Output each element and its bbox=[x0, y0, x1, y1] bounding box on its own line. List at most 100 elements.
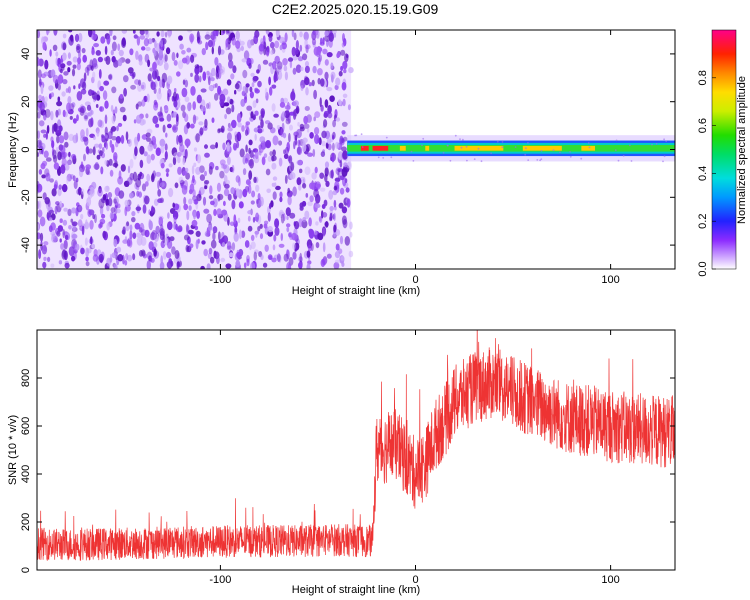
noise-dot bbox=[244, 129, 249, 137]
noise-dot bbox=[172, 202, 175, 208]
noise-dot bbox=[206, 213, 213, 223]
noise-dot bbox=[155, 123, 160, 128]
noise-dot bbox=[208, 101, 211, 110]
noise-dot bbox=[176, 135, 179, 145]
signal-speck bbox=[569, 151, 571, 153]
noise-dot bbox=[298, 262, 303, 269]
noise-dot bbox=[245, 179, 251, 186]
noise-dot bbox=[348, 250, 354, 258]
noise-dot bbox=[37, 223, 40, 231]
signal-speck bbox=[385, 136, 388, 139]
noise-dot bbox=[106, 35, 111, 45]
noise-dot bbox=[325, 142, 329, 149]
noise-dot bbox=[304, 61, 310, 67]
noise-dot bbox=[53, 162, 60, 170]
noise-dot bbox=[133, 119, 137, 124]
noise-dot bbox=[125, 253, 129, 261]
noise-dot bbox=[93, 43, 99, 48]
noise-dot bbox=[174, 182, 179, 189]
noise-dot bbox=[93, 163, 100, 170]
noise-dot bbox=[249, 86, 253, 93]
noise-dot bbox=[85, 164, 92, 170]
noise-dot bbox=[273, 74, 279, 82]
noise-dot bbox=[322, 37, 325, 45]
noise-dot bbox=[265, 140, 272, 149]
noise-dot bbox=[329, 95, 335, 102]
noise-dot bbox=[172, 126, 177, 131]
noise-dot bbox=[65, 88, 69, 93]
y-tick-label: 200 bbox=[20, 513, 32, 531]
noise-dot bbox=[299, 252, 303, 262]
noise-dot bbox=[175, 223, 178, 231]
noise-dot bbox=[305, 87, 309, 96]
noise-dot bbox=[286, 215, 289, 221]
signal-speck bbox=[665, 140, 668, 143]
noise-dot bbox=[166, 113, 172, 122]
noise-dot bbox=[341, 167, 348, 177]
noise-dot bbox=[106, 257, 111, 267]
noise-dot bbox=[160, 162, 165, 169]
noise-dot bbox=[243, 262, 247, 269]
noise-dot bbox=[96, 154, 101, 160]
noise-dot bbox=[214, 57, 219, 66]
noise-dot bbox=[299, 168, 303, 174]
signal-speck bbox=[525, 147, 527, 150]
noise-dot bbox=[135, 103, 139, 110]
noise-dot bbox=[213, 208, 217, 217]
noise-dot bbox=[186, 210, 190, 221]
noise-dot bbox=[85, 127, 89, 137]
noise-dot bbox=[189, 183, 195, 193]
noise-dot bbox=[63, 207, 68, 212]
noise-dot bbox=[153, 49, 157, 57]
noise-dot bbox=[159, 117, 165, 122]
noise-dot bbox=[295, 40, 299, 50]
noise-dot bbox=[280, 213, 285, 224]
noise-dot bbox=[334, 84, 339, 91]
noise-dot bbox=[45, 131, 48, 140]
noise-dot bbox=[157, 189, 162, 197]
noise-dot bbox=[294, 47, 299, 55]
noise-dot bbox=[304, 166, 311, 175]
noise-dot bbox=[223, 200, 226, 207]
noise-dot bbox=[258, 115, 263, 121]
noise-dot bbox=[62, 109, 66, 118]
noise-dot bbox=[328, 189, 334, 200]
noise-dot bbox=[236, 140, 240, 149]
noise-dot bbox=[340, 256, 345, 261]
noise-dot bbox=[38, 249, 42, 259]
noise-dot bbox=[146, 137, 151, 142]
noise-dot bbox=[342, 150, 348, 160]
noise-dot bbox=[106, 222, 110, 231]
noise-dot bbox=[243, 50, 250, 61]
noise-dot bbox=[257, 193, 261, 201]
signal-speck bbox=[473, 158, 476, 161]
noise-dot bbox=[258, 146, 264, 153]
noise-dot bbox=[219, 66, 226, 75]
noise-dot bbox=[176, 100, 181, 109]
noise-dot bbox=[146, 154, 152, 164]
noise-dot bbox=[332, 190, 338, 196]
noise-dot bbox=[196, 210, 201, 219]
noise-dot bbox=[67, 159, 72, 166]
spectrogram-heatmap bbox=[37, 30, 675, 269]
noise-dot bbox=[131, 217, 136, 223]
noise-dot bbox=[101, 135, 106, 143]
noise-dot bbox=[284, 146, 290, 155]
noise-dot bbox=[76, 204, 83, 213]
noise-dot bbox=[135, 206, 142, 211]
noise-dot bbox=[70, 218, 74, 223]
noise-dot bbox=[131, 211, 136, 217]
noise-dot bbox=[99, 120, 105, 129]
noise-dot bbox=[92, 146, 96, 156]
noise-dot bbox=[203, 208, 210, 214]
noise-dot bbox=[346, 198, 351, 208]
snr-frame bbox=[36, 329, 676, 571]
noise-dot bbox=[329, 206, 335, 211]
noise-dot bbox=[181, 50, 186, 55]
noise-dot bbox=[50, 110, 54, 121]
noise-dot bbox=[292, 242, 296, 250]
noise-dot bbox=[132, 232, 137, 239]
noise-dot bbox=[301, 200, 307, 207]
noise-dot bbox=[295, 64, 302, 73]
noise-dot bbox=[176, 227, 183, 233]
